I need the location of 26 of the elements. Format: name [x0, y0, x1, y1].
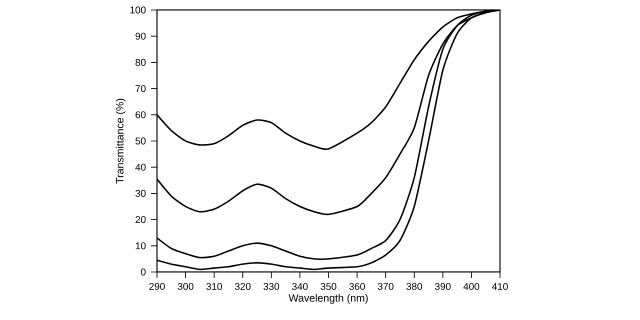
- x-tick-label: 320: [234, 282, 251, 290]
- x-tick-label: 390: [435, 282, 451, 290]
- y-tick-label: 20: [136, 216, 146, 224]
- x-axis-title: Wavelength (nm): [288, 294, 368, 304]
- x-tick-label: 410: [492, 282, 508, 290]
- y-tick-label: 40: [135, 164, 146, 171]
- y-tick-label: 100: [130, 6, 146, 14]
- y-tick-label: 50: [135, 138, 146, 144]
- y-axis-title: Transmittance (%): [116, 98, 126, 184]
- x-tick-label: 340: [292, 282, 308, 290]
- x-tick-label: 380: [406, 282, 422, 290]
- x-tick-label: 300: [178, 282, 194, 290]
- x-tick-label: 330: [264, 282, 280, 290]
- y-tick-label: 90: [136, 32, 146, 40]
- y-tick-label: 0: [140, 268, 146, 276]
- y-tick-label: 80: [136, 58, 146, 66]
- x-tick-label: 400: [463, 282, 480, 290]
- y-tick-label: 10: [136, 242, 146, 250]
- x-tick-label: 370: [378, 282, 394, 290]
- x-tick-label: 360: [349, 282, 365, 290]
- x-tick-label: 310: [206, 282, 222, 290]
- y-tick-label: 70: [136, 85, 146, 92]
- x-tick-label: 290: [149, 282, 165, 290]
- y-tick-label: 60: [136, 111, 146, 118]
- x-tick-label: 350: [320, 282, 336, 290]
- y-tick-label: 30: [135, 190, 146, 197]
